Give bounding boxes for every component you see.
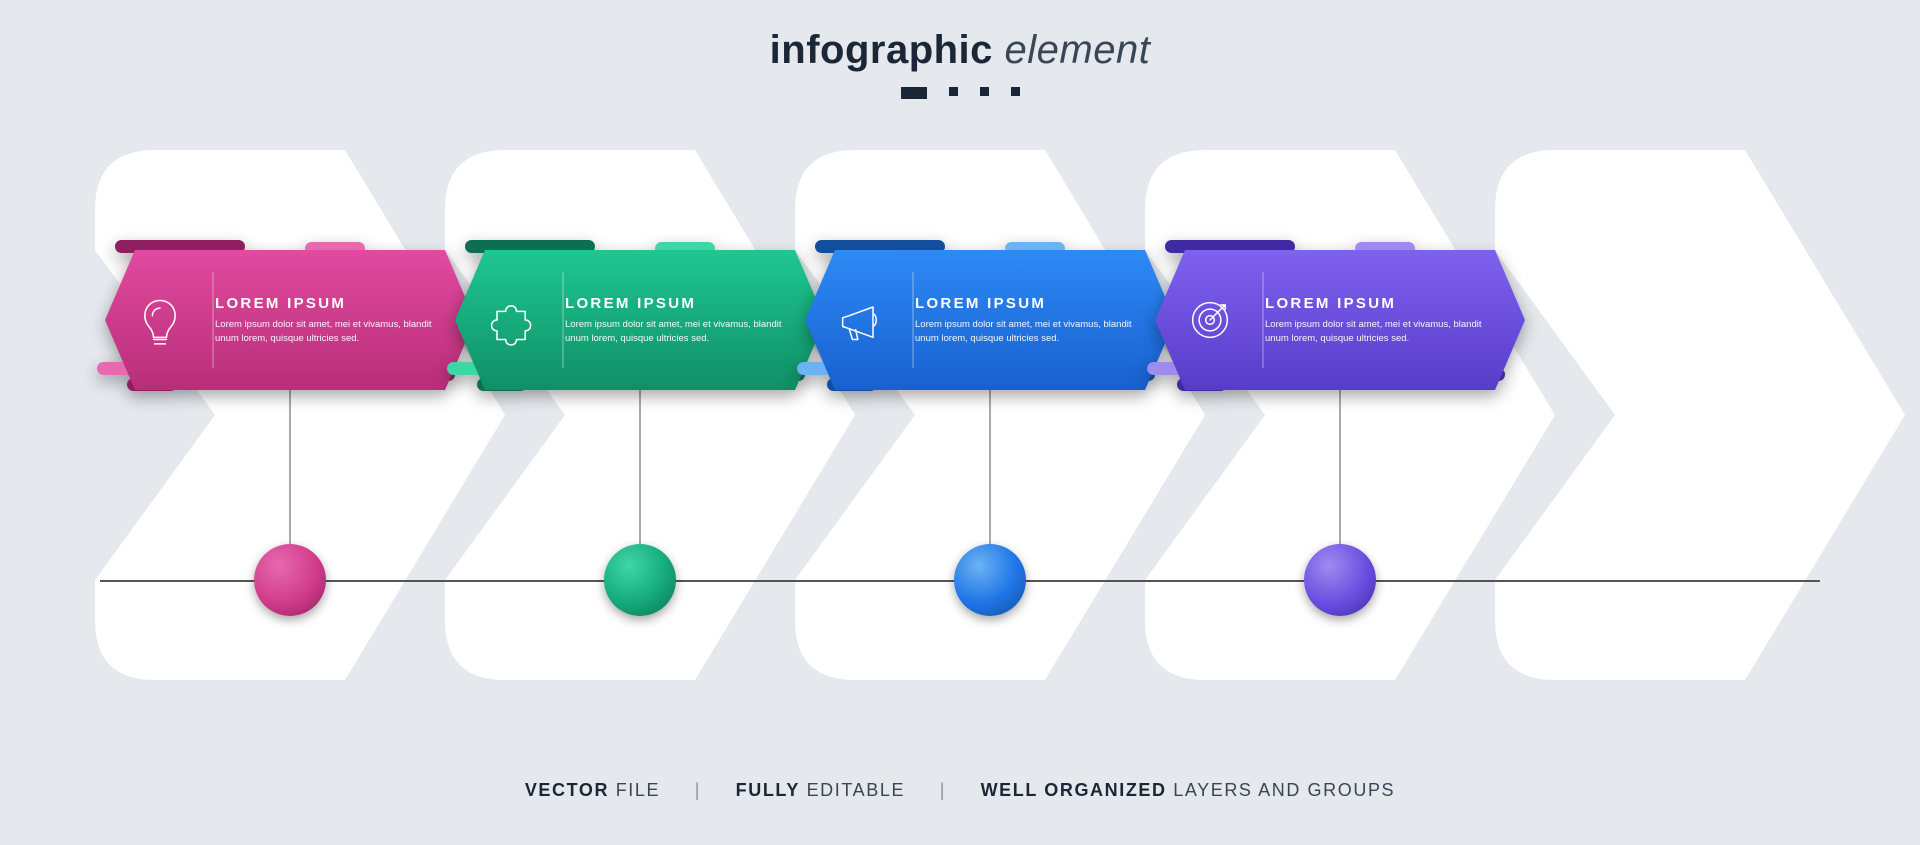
step-2-text: LOREM IPSUM Lorem ipsum dolor sit amet, … bbox=[565, 295, 825, 346]
footer-part-2-bold: FULLY bbox=[736, 780, 800, 800]
footer-sep-2: | bbox=[940, 780, 946, 800]
step-4-title: LOREM IPSUM bbox=[1265, 295, 1491, 312]
step-3-text: LOREM IPSUM Lorem ipsum dolor sit amet, … bbox=[915, 295, 1175, 346]
title-light: element bbox=[1005, 28, 1151, 72]
step-1-card: LOREM IPSUM Lorem ipsum dolor sit amet, … bbox=[105, 250, 475, 390]
footer-part-3-light: LAYERS AND GROUPS bbox=[1167, 780, 1396, 800]
timeline-node-3 bbox=[954, 544, 1026, 616]
footer-sep-1: | bbox=[695, 780, 701, 800]
target-icon bbox=[1155, 294, 1265, 346]
step-1-content: LOREM IPSUM Lorem ipsum dolor sit amet, … bbox=[105, 250, 475, 390]
header: infographic element bbox=[0, 0, 1920, 99]
puzzle-icon bbox=[455, 294, 565, 346]
step-2-content: LOREM IPSUM Lorem ipsum dolor sit amet, … bbox=[455, 250, 825, 390]
step-3-card: LOREM IPSUM Lorem ipsum dolor sit amet, … bbox=[805, 250, 1175, 390]
step-2-card: LOREM IPSUM Lorem ipsum dolor sit amet, … bbox=[455, 250, 825, 390]
step-4-desc: Lorem ipsum dolor sit amet, mei et vivam… bbox=[1265, 318, 1491, 346]
step-3-desc: Lorem ipsum dolor sit amet, mei et vivam… bbox=[915, 318, 1141, 346]
step-1-desc: Lorem ipsum dolor sit amet, mei et vivam… bbox=[215, 318, 441, 346]
footer-part-1-light: FILE bbox=[609, 780, 660, 800]
timeline-node-4 bbox=[1304, 544, 1376, 616]
page-title: infographic element bbox=[0, 28, 1920, 73]
lightbulb-icon bbox=[105, 294, 215, 346]
step-3-title: LOREM IPSUM bbox=[915, 295, 1141, 312]
step-4-text: LOREM IPSUM Lorem ipsum dolor sit amet, … bbox=[1265, 295, 1525, 346]
step-3-content: LOREM IPSUM Lorem ipsum dolor sit amet, … bbox=[805, 250, 1175, 390]
step-4-card: LOREM IPSUM Lorem ipsum dolor sit amet, … bbox=[1155, 250, 1525, 390]
step-2-title: LOREM IPSUM bbox=[565, 295, 791, 312]
step-1-text: LOREM IPSUM Lorem ipsum dolor sit amet, … bbox=[215, 295, 475, 346]
timeline-node-1 bbox=[254, 544, 326, 616]
title-dots bbox=[0, 87, 1920, 99]
footer-tagline: VECTOR FILE | FULLY EDITABLE | WELL ORGA… bbox=[0, 780, 1920, 801]
footer-part-2-light: EDITABLE bbox=[800, 780, 905, 800]
step-2-desc: Lorem ipsum dolor sit amet, mei et vivam… bbox=[565, 318, 791, 346]
megaphone-icon bbox=[805, 294, 915, 346]
step-4-content: LOREM IPSUM Lorem ipsum dolor sit amet, … bbox=[1155, 250, 1525, 390]
title-bold: infographic bbox=[770, 28, 993, 72]
footer-part-3-bold: WELL ORGANIZED bbox=[981, 780, 1167, 800]
timeline-node-2 bbox=[604, 544, 676, 616]
infographic-stage: LOREM IPSUM Lorem ipsum dolor sit amet, … bbox=[0, 150, 1920, 680]
step-1-title: LOREM IPSUM bbox=[215, 295, 441, 312]
footer-part-1-bold: VECTOR bbox=[525, 780, 609, 800]
